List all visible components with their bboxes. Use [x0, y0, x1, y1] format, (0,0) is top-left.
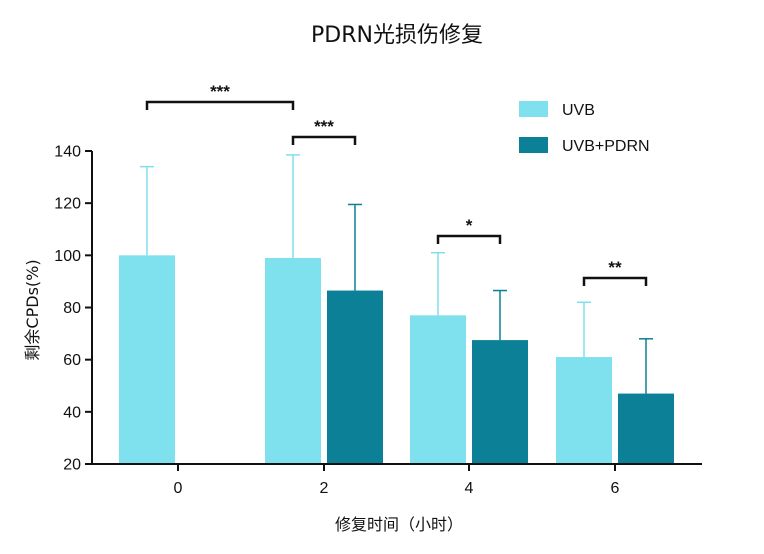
error-bars-layer [140, 154, 653, 394]
y-tick-label: 80 [63, 300, 81, 317]
axes-layer: 20 40 60 80 100 120 140 0 2 4 6 [54, 144, 702, 497]
legend-label-uvb-pdrn: UVB+PDRN [562, 138, 650, 155]
significance-label: * [466, 216, 473, 235]
x-axis-label: 修复时间（小时） [335, 515, 463, 534]
significance-layer: ********* [145, 82, 648, 286]
x-tick-label: 2 [320, 480, 329, 497]
bar-uvb-0 [119, 255, 175, 464]
bar-uvb-2 [265, 257, 321, 464]
watermark-text: 知乎 @三文鱼-小颜三文... [552, 514, 750, 534]
legend-swatch-uvb [519, 101, 548, 117]
bar-uvb-4 [410, 315, 466, 464]
legend-swatch-uvb-pdrn [519, 137, 548, 153]
significance-bracket [291, 135, 357, 145]
x-tick-label: 4 [465, 480, 474, 497]
y-tick-label: 20 [63, 457, 81, 474]
y-tick-label: 40 [63, 404, 81, 421]
y-tick-label: 140 [54, 144, 81, 161]
y-tick-label: 120 [54, 196, 81, 213]
significance-bracket [582, 276, 648, 286]
x-tick-label: 0 [174, 480, 183, 497]
legend: UVB UVB+PDRN [519, 101, 650, 155]
y-tick-label: 60 [63, 352, 81, 369]
bar-uvb-pdrn-2 [327, 290, 383, 464]
significance-label: *** [210, 82, 230, 101]
significance-bracket [145, 100, 295, 110]
chart-title: PDRN光损伤修复 [311, 23, 483, 48]
significance-label: ** [608, 258, 622, 277]
bar-uvb-6 [556, 357, 612, 464]
significance-bracket [436, 234, 502, 244]
y-tick-label: 100 [54, 248, 81, 265]
significance-label: *** [314, 117, 334, 136]
legend-label-uvb: UVB [562, 102, 595, 119]
bars-layer [119, 255, 674, 464]
y-axis-label: 剩余CPDs(%) [23, 259, 42, 360]
bar-uvb-pdrn-6 [618, 393, 674, 464]
bar-uvb-pdrn-4 [472, 340, 528, 464]
x-tick-label: 6 [611, 480, 620, 497]
